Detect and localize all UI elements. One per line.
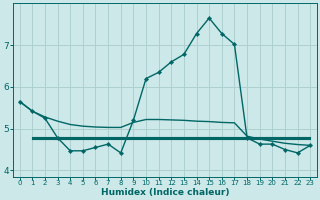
X-axis label: Humidex (Indice chaleur): Humidex (Indice chaleur) xyxy=(101,188,229,197)
